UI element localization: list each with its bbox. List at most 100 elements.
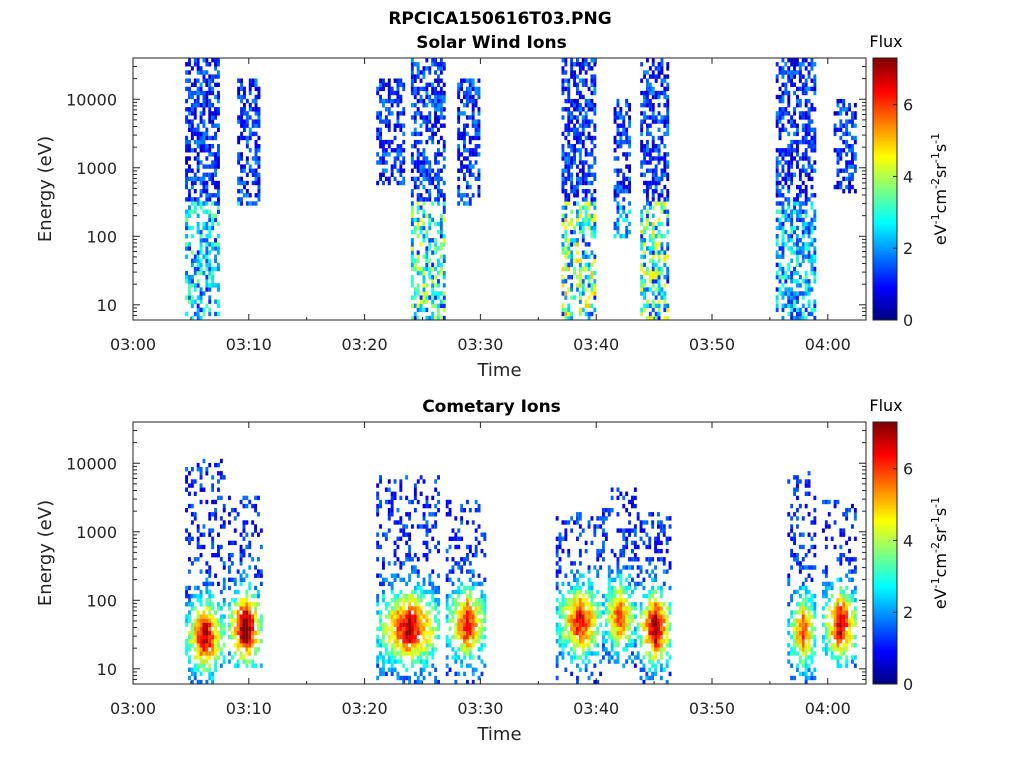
- flux-cell: [469, 578, 472, 582]
- flux-cell: [808, 132, 811, 136]
- flux-cell: [802, 291, 805, 295]
- burst-6: [614, 99, 631, 238]
- flux-cell: [399, 496, 402, 500]
- flux-cell: [579, 226, 582, 230]
- flux-cell: [796, 70, 799, 74]
- flux-cell: [425, 58, 428, 62]
- flux-cell: [614, 639, 617, 643]
- flux-cell: [790, 234, 793, 238]
- flux-cell: [478, 508, 481, 512]
- flux-cell: [197, 62, 200, 66]
- flux-cell: [411, 651, 414, 655]
- flux-cell: [208, 590, 211, 594]
- flux-cell: [411, 91, 414, 95]
- flux-cell: [564, 226, 567, 230]
- flux-cell: [593, 259, 596, 263]
- flux-cell: [214, 246, 217, 250]
- flux-cell: [408, 512, 411, 516]
- flux-cell: [591, 287, 594, 291]
- flux-cell: [420, 87, 423, 91]
- flux-cell: [839, 181, 842, 185]
- flux-cell: [248, 582, 251, 586]
- flux-cell: [203, 255, 206, 259]
- flux-cell: [848, 173, 851, 177]
- flux-cell: [646, 128, 649, 132]
- flux-cell: [254, 504, 257, 508]
- flux-cell: [243, 164, 246, 168]
- flux-cell: [197, 283, 200, 287]
- flux-cell: [188, 119, 191, 123]
- flux-cell: [457, 627, 460, 631]
- flux-cell: [443, 181, 446, 185]
- flux-cell: [208, 594, 211, 598]
- flux-cell: [382, 148, 385, 152]
- flux-cell: [622, 205, 625, 209]
- flux-cell: [652, 222, 655, 226]
- flux-cell: [440, 107, 443, 111]
- flux-cell: [255, 111, 258, 115]
- flux-cell: [796, 226, 799, 230]
- flux-cell: [625, 111, 628, 115]
- flux-cell: [258, 148, 261, 152]
- flux-cell: [573, 226, 576, 230]
- flux-cell: [191, 606, 194, 610]
- flux-cell: [234, 598, 237, 602]
- flux-cell: [567, 651, 570, 655]
- flux-cell: [420, 631, 423, 635]
- flux-cell: [805, 111, 808, 115]
- flux-cell: [628, 655, 631, 659]
- flux-cell: [666, 119, 669, 123]
- flux-cell: [197, 308, 200, 312]
- flux-cell: [245, 623, 248, 627]
- flux-cell: [191, 169, 194, 173]
- flux-cell: [614, 619, 617, 623]
- flux-cell: [417, 169, 420, 173]
- flux-cell: [475, 160, 478, 164]
- flux-cell: [457, 201, 460, 205]
- flux-cell: [191, 234, 194, 238]
- flux-cell: [191, 467, 194, 471]
- flux-cell: [423, 226, 426, 230]
- flux-cell: [776, 238, 779, 242]
- flux-cell: [567, 606, 570, 610]
- flux-cell: [579, 598, 582, 602]
- flux-cell: [417, 259, 420, 263]
- flux-cell: [599, 672, 602, 676]
- flux-cell: [790, 295, 793, 299]
- flux-cell: [648, 606, 651, 610]
- flux-cell: [802, 250, 805, 254]
- flux-cell: [423, 197, 426, 201]
- flux-cell: [776, 193, 779, 197]
- flux-cell: [617, 156, 620, 160]
- flux-cell: [845, 107, 848, 111]
- flux-cell: [454, 545, 457, 549]
- flux-cell: [614, 193, 617, 197]
- flux-cell: [205, 631, 208, 635]
- flux-cell: [405, 598, 408, 602]
- flux-cell: [388, 83, 391, 87]
- flux-cell: [391, 496, 394, 500]
- flux-cell: [251, 623, 254, 627]
- flux-cell: [382, 565, 385, 569]
- flux-cell: [640, 537, 643, 541]
- flux-cell: [617, 610, 620, 614]
- flux-cell: [228, 659, 231, 663]
- flux-cell: [402, 627, 405, 631]
- flux-cell: [417, 283, 420, 287]
- flux-cell: [428, 578, 431, 582]
- flux-cell: [197, 156, 200, 160]
- flux-cell: [397, 635, 400, 639]
- flux-cell: [394, 598, 397, 602]
- flux-cell: [188, 124, 191, 128]
- flux-cell: [463, 590, 466, 594]
- flux-cell: [205, 500, 208, 504]
- flux-cell: [217, 164, 220, 168]
- flux-cell: [652, 119, 655, 123]
- x-tick-label: 03:30: [457, 335, 503, 354]
- flux-cell: [417, 594, 420, 598]
- flux-cell: [217, 185, 220, 189]
- flux-cell: [640, 283, 643, 287]
- flux-cell: [811, 177, 814, 181]
- flux-cell: [559, 627, 562, 631]
